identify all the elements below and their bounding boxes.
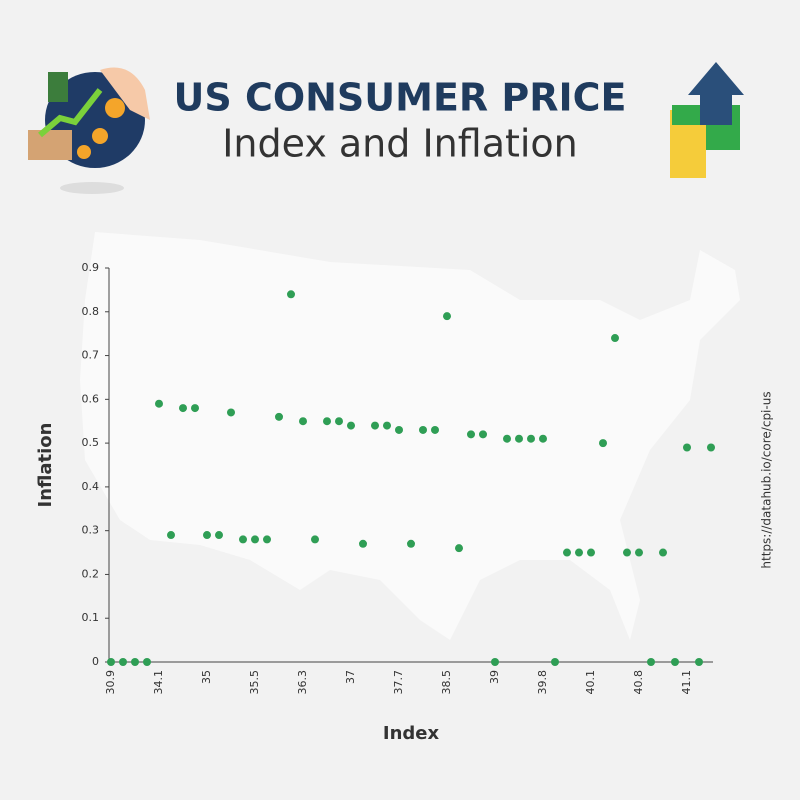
x-tick-label: 34.1: [152, 670, 165, 695]
point: [131, 658, 139, 666]
y-tick-label: 0.9: [82, 261, 100, 274]
x-axis-label: Index: [383, 723, 440, 744]
point: [347, 421, 355, 430]
point: [479, 430, 487, 439]
point: [359, 539, 367, 548]
point: [527, 434, 535, 443]
x-tick-label: 35.5: [248, 670, 261, 695]
point: [335, 417, 343, 426]
point: [611, 334, 619, 343]
y-tick-label: 0.8: [82, 305, 100, 318]
x-tick-label: 37: [344, 670, 357, 684]
point: [143, 658, 151, 666]
chart-subtitle: Index and Inflation: [222, 122, 578, 166]
y-tick-label: 0.5: [82, 436, 100, 449]
y-tick-label: 0: [92, 655, 99, 668]
y-tick-label: 0.6: [82, 392, 100, 405]
point: [383, 421, 391, 430]
x-tick-label: 38.5: [440, 670, 453, 695]
x-tick-label: 37.7: [392, 670, 405, 695]
point: [371, 421, 379, 430]
x-tick-label: 39.8: [536, 670, 549, 695]
y-tick-label: 0.2: [82, 567, 100, 580]
point: [251, 535, 259, 544]
x-tick-label: 35: [200, 670, 213, 684]
point: [635, 548, 643, 557]
point: [395, 425, 403, 434]
point: [539, 434, 547, 443]
point: [179, 404, 187, 413]
point: [467, 430, 475, 439]
point: [287, 290, 295, 299]
right-icon: [670, 62, 744, 178]
point: [167, 531, 175, 540]
point: [299, 417, 307, 426]
point: [623, 548, 631, 557]
point: [107, 658, 115, 666]
x-tick-label: 40.8: [632, 670, 645, 695]
point: [311, 535, 319, 544]
point: [239, 535, 247, 544]
x-tick-label: 39: [488, 670, 501, 684]
point: [323, 417, 331, 426]
point: [455, 544, 463, 553]
point: [659, 548, 667, 557]
source: https://datahub.io/core/cpi-us: [760, 391, 774, 568]
point: [551, 658, 559, 666]
x-tick-label: 36.3: [296, 670, 309, 695]
point: [155, 399, 163, 408]
point: [563, 548, 571, 557]
y-tick-label: 0.4: [82, 480, 100, 493]
x-tick-label: 40.1: [584, 670, 597, 695]
point: [215, 531, 223, 540]
point: [419, 425, 427, 434]
point: [503, 434, 511, 443]
point: [191, 404, 199, 413]
point: [275, 412, 283, 421]
point: [203, 531, 211, 540]
point: [227, 408, 235, 417]
point: [443, 312, 451, 321]
x-tick-label: 30.9: [104, 670, 117, 695]
point: [599, 439, 607, 448]
y-tick-label: 0.1: [82, 611, 100, 624]
point: [695, 658, 703, 666]
chart-title: US CONSUMER PRICE: [173, 76, 626, 120]
point: [575, 548, 583, 557]
point: [587, 548, 595, 557]
x-tick-label: 41.1: [680, 670, 693, 695]
point: [671, 658, 679, 666]
point: [515, 434, 523, 443]
y-tick-label: 0.3: [82, 524, 100, 537]
point: [491, 658, 499, 666]
point: [407, 539, 415, 548]
point: [119, 658, 127, 666]
y-tick-label: 0.7: [82, 349, 100, 362]
left-icon: [28, 67, 150, 194]
point: [431, 425, 439, 434]
point: [683, 443, 691, 452]
y-axis-label: Inflation: [35, 423, 56, 508]
point: [263, 535, 271, 544]
point: [707, 443, 715, 452]
point: [647, 658, 655, 666]
